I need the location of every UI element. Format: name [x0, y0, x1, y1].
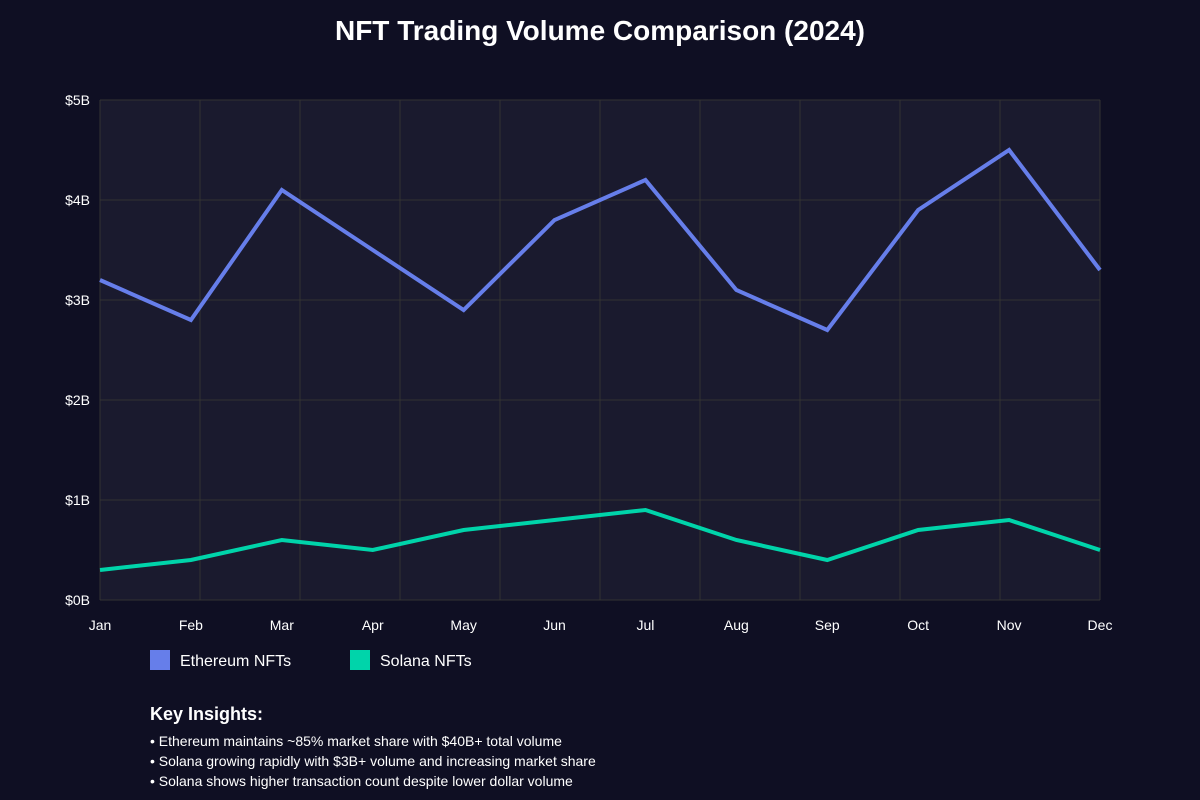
insight-item: • Solana shows higher transaction count … — [150, 773, 573, 789]
y-axis: $0B $1B $2B $3B $4B $5B — [65, 92, 90, 608]
y-tick-label: $0B — [65, 592, 90, 608]
x-tick-label: Jan — [89, 617, 112, 633]
series-line-ethereum-nfts — [99, 147, 1102, 333]
chart-title: NFT Trading Volume Comparison (2024) — [335, 15, 865, 46]
x-axis: Jan Feb Mar Apr May Jun Jul Aug Sep Oct Nov Dec — [89, 617, 1113, 633]
x-tick-label: Oct — [907, 617, 929, 633]
y-tick-label: $2B — [65, 392, 90, 408]
legend-swatch — [150, 650, 170, 670]
x-tick-label: Aug — [724, 617, 749, 633]
insight-item: • Solana growing rapidly with $3B+ volum… — [150, 753, 596, 769]
grid-lines — [99, 99, 1101, 601]
insights-title: Key Insights: — [150, 704, 264, 724]
series-line-solana-nfts — [99, 507, 1101, 572]
insight-item: • Ethereum maintains ~85% market share w… — [150, 733, 562, 749]
y-tick-label: $1B — [65, 492, 90, 508]
legend: Ethereum NFTs Solana NFTs — [150, 650, 472, 670]
legend-label: Solana NFTs — [380, 653, 472, 670]
x-tick-label: Jun — [543, 617, 566, 633]
x-tick-label: Sep — [815, 617, 840, 633]
x-tick-label: Dec — [1088, 617, 1113, 633]
y-tick-label: $5B — [65, 92, 90, 108]
y-tick-label: $3B — [65, 292, 90, 308]
x-tick-label: Apr — [362, 617, 384, 633]
x-tick-label: May — [450, 617, 476, 633]
x-tick-label: Feb — [179, 617, 203, 633]
x-tick-label: Jul — [637, 617, 655, 633]
y-tick-label: $4B — [65, 192, 90, 208]
series-lines — [99, 147, 1102, 572]
legend-label: Ethereum NFTs — [180, 653, 291, 670]
x-tick-label: Nov — [997, 617, 1022, 633]
legend-swatch — [350, 650, 370, 670]
x-tick-label: Mar — [270, 617, 294, 633]
key-insights: Key Insights: • Ethereum maintains ~85% … — [150, 703, 1150, 791]
